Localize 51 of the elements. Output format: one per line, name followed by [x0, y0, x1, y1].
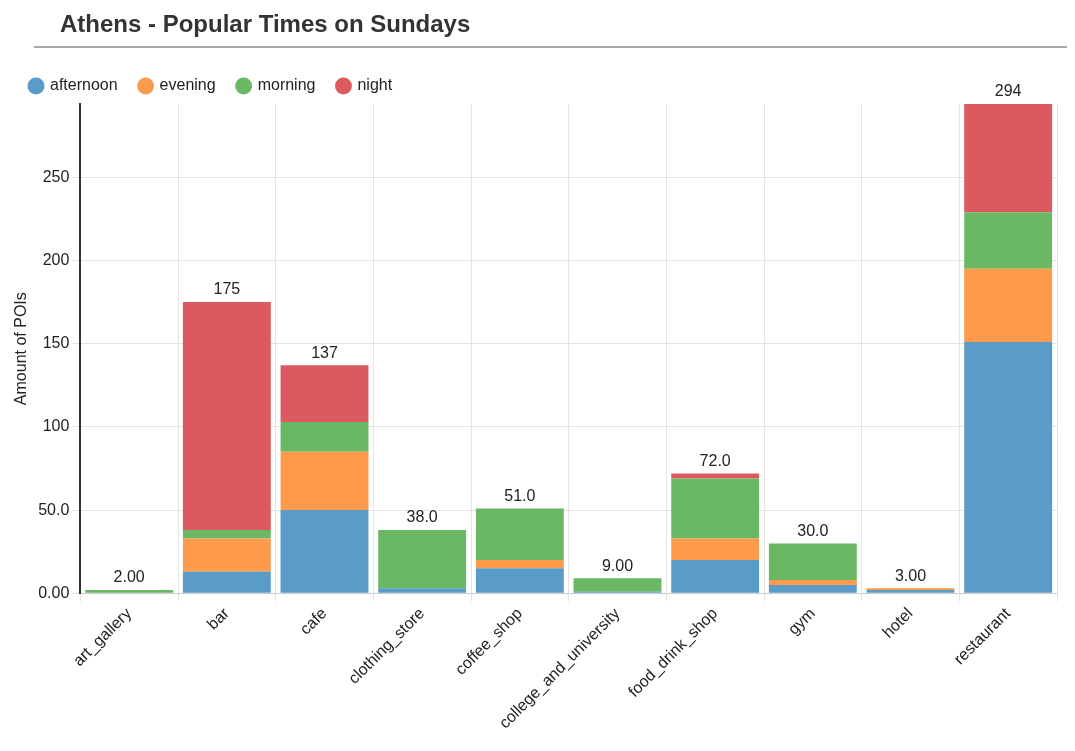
bar — [182, 530, 271, 539]
total-label: 72.0 — [699, 451, 731, 469]
y-tick-label: 0.00 — [38, 583, 70, 601]
bar — [964, 104, 1053, 213]
bar — [671, 560, 760, 593]
y-axis-title: Amount of POIs — [12, 292, 30, 406]
bar — [280, 451, 369, 511]
bar — [768, 580, 857, 585]
bar — [182, 302, 271, 531]
bar — [671, 538, 760, 561]
legend-label: afternoon — [50, 76, 118, 94]
total-label: 30.0 — [797, 521, 829, 539]
bar — [768, 585, 857, 593]
total-label: 2.00 — [113, 568, 145, 586]
y-tick-label: 200 — [42, 250, 70, 268]
y-tick-label: 50.0 — [38, 500, 70, 518]
x-tick-label: gym — [784, 604, 819, 638]
legend-label: morning — [257, 76, 316, 94]
y-tick-label: 150 — [42, 334, 70, 352]
total-label: 137 — [311, 343, 338, 361]
chart-title: Athens - Popular Times on Sundays — [34, 8, 1067, 48]
total-label: 175 — [213, 280, 241, 298]
bar — [964, 268, 1053, 343]
x-tick-label: cafe — [296, 604, 330, 638]
bar — [280, 510, 369, 593]
bar — [573, 578, 662, 592]
legend-label: night — [357, 76, 393, 94]
y-tick-label: 100 — [42, 417, 70, 435]
bar — [475, 568, 564, 593]
bar — [964, 212, 1053, 269]
bar — [378, 588, 467, 593]
x-tick-label: bar — [203, 603, 233, 633]
bar — [280, 365, 369, 422]
y-tick-label: 250 — [42, 167, 70, 185]
bar — [182, 571, 271, 593]
bar — [475, 508, 564, 561]
total-label: 9.00 — [601, 556, 634, 574]
bar — [475, 560, 564, 569]
bar — [378, 530, 467, 589]
total-label: 38.0 — [406, 508, 438, 526]
bar — [671, 478, 760, 539]
bar — [280, 421, 369, 452]
bar — [182, 538, 271, 572]
bar — [671, 473, 760, 479]
total-label: 3.00 — [894, 566, 927, 584]
total-label: 51.0 — [504, 486, 536, 504]
total-label: 294 — [994, 82, 1022, 100]
bar — [85, 590, 174, 593]
bar — [964, 342, 1053, 593]
legend-label: evening — [159, 76, 216, 94]
bar — [768, 543, 857, 581]
